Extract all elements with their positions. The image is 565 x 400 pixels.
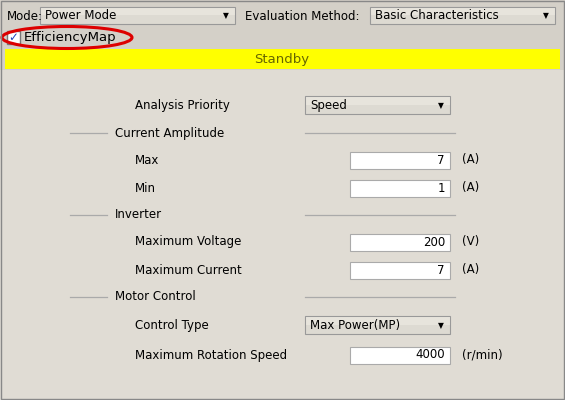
Text: Control Type: Control Type <box>135 318 208 332</box>
FancyBboxPatch shape <box>305 96 450 114</box>
Text: 200: 200 <box>423 236 445 248</box>
Text: Min: Min <box>135 182 156 194</box>
FancyBboxPatch shape <box>350 152 450 168</box>
FancyBboxPatch shape <box>305 316 450 334</box>
Text: Mode:: Mode: <box>7 10 43 22</box>
Text: 7: 7 <box>437 154 445 166</box>
Text: Maximum Current: Maximum Current <box>135 264 242 276</box>
Text: Evaluation Method:: Evaluation Method: <box>245 10 359 22</box>
Text: 4000: 4000 <box>415 348 445 362</box>
Text: 7: 7 <box>437 264 445 276</box>
FancyBboxPatch shape <box>5 49 560 69</box>
Text: Power Mode: Power Mode <box>45 9 116 22</box>
Text: ▼: ▼ <box>223 12 229 20</box>
Text: 1: 1 <box>437 182 445 194</box>
FancyBboxPatch shape <box>350 234 450 250</box>
Text: ▼: ▼ <box>543 12 549 20</box>
FancyBboxPatch shape <box>7 31 20 44</box>
FancyBboxPatch shape <box>370 7 555 24</box>
Text: (V): (V) <box>462 236 479 248</box>
Text: Max: Max <box>135 154 159 166</box>
FancyBboxPatch shape <box>350 346 450 364</box>
Text: (A): (A) <box>462 264 479 276</box>
FancyBboxPatch shape <box>0 70 565 400</box>
Text: Max Power(MP): Max Power(MP) <box>310 318 400 332</box>
Text: ▼: ▼ <box>438 101 444 110</box>
FancyBboxPatch shape <box>350 180 450 196</box>
FancyBboxPatch shape <box>41 8 234 15</box>
Text: ✓: ✓ <box>8 31 19 44</box>
Text: Current Amplitude: Current Amplitude <box>115 126 224 140</box>
Text: ▼: ▼ <box>438 321 444 330</box>
FancyBboxPatch shape <box>0 0 565 70</box>
FancyBboxPatch shape <box>350 262 450 278</box>
Text: (r/min): (r/min) <box>462 348 503 362</box>
Text: Motor Control: Motor Control <box>115 290 195 304</box>
Text: EfficiencyMap: EfficiencyMap <box>24 31 116 44</box>
Text: Maximum Voltage: Maximum Voltage <box>135 236 241 248</box>
Text: Speed: Speed <box>310 98 347 112</box>
Text: (A): (A) <box>462 182 479 194</box>
FancyBboxPatch shape <box>40 7 235 24</box>
Text: (A): (A) <box>462 154 479 166</box>
Text: Analysis Priority: Analysis Priority <box>135 98 230 112</box>
Text: Basic Characteristics: Basic Characteristics <box>375 9 499 22</box>
Text: Maximum Rotation Speed: Maximum Rotation Speed <box>135 348 287 362</box>
Text: Standby: Standby <box>254 52 310 66</box>
Text: Inverter: Inverter <box>115 208 162 222</box>
FancyBboxPatch shape <box>306 96 450 105</box>
FancyBboxPatch shape <box>371 8 554 15</box>
FancyBboxPatch shape <box>306 316 450 325</box>
